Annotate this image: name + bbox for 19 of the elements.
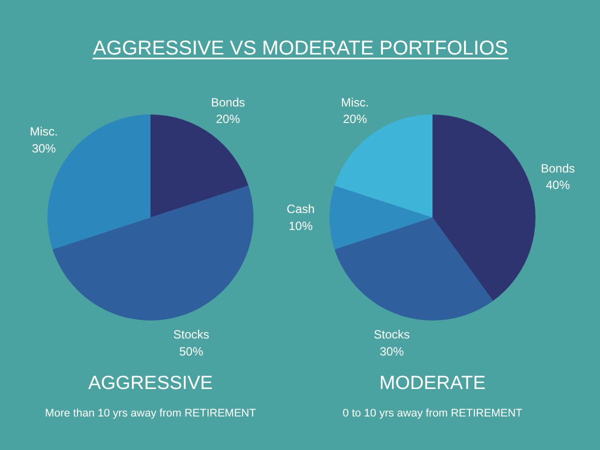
text: MODERATE [379, 373, 486, 394]
slice-label: Cash [286, 202, 315, 216]
data-label: 50% [179, 344, 204, 358]
slice-label: Bonds [210, 95, 246, 110]
text: 0 to 10 yrs away from RETIREMENT [342, 408, 523, 420]
text: AGGRESSIVE VS MODERATE PORTFOLIOS [93, 38, 508, 60]
slice-label: Misc. [341, 95, 370, 110]
slice-label: Bonds [540, 161, 575, 176]
slice-label: Misc. [30, 124, 58, 139]
data-label: 20% [216, 112, 240, 126]
slice-label: Stocks [173, 327, 210, 342]
data-label: 40% [546, 178, 570, 192]
data-label: 30% [380, 344, 404, 358]
data-label: 30% [32, 141, 56, 156]
slice-label: Stocks [374, 327, 410, 342]
text: More than 10 yrs away from RETIREMENT [45, 408, 256, 420]
data-label: 10% [288, 218, 313, 233]
text: AGGRESSIVE [88, 373, 213, 394]
data-label: 20% [343, 112, 368, 126]
